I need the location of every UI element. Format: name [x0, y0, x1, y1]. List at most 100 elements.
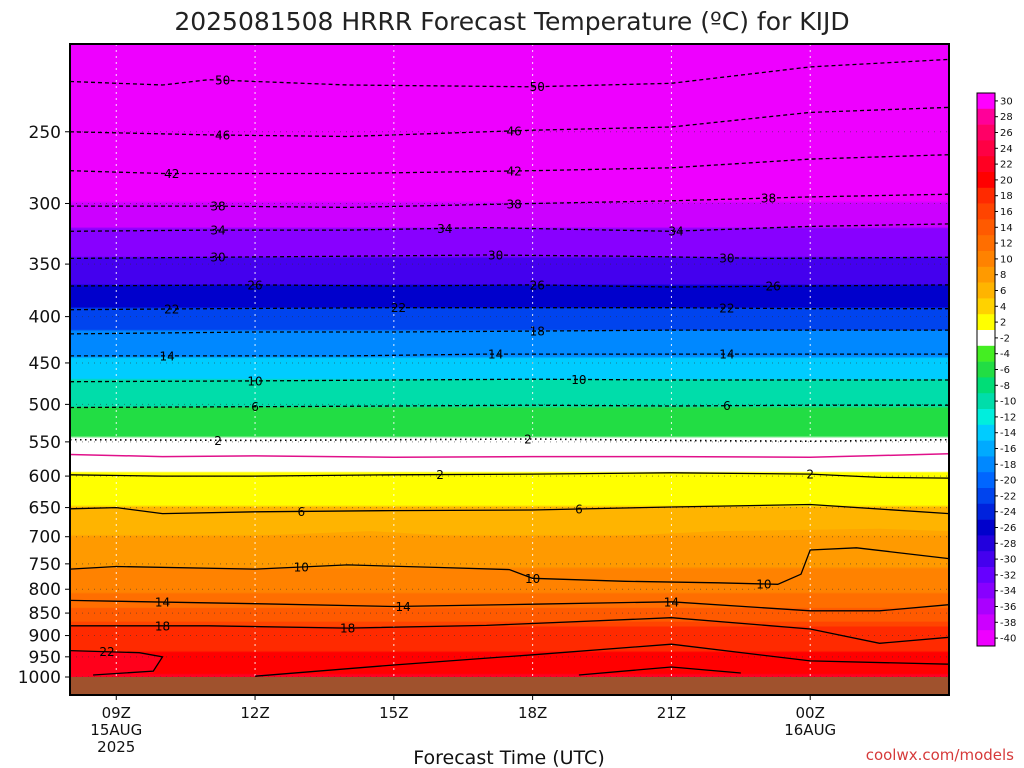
contour-line [70, 223, 949, 232]
colorbar-swatch [977, 614, 995, 631]
y-tick-label: 650 [29, 499, 61, 519]
colorbar-label: -32 [1000, 570, 1016, 581]
y-tick-label: 800 [29, 580, 61, 600]
colorbar-label: -8 [1000, 381, 1010, 392]
contour-line [70, 58, 949, 88]
contour-label: 30 [488, 249, 503, 263]
y-tick-label: 300 [29, 194, 61, 214]
warm-pocket-area [255, 528, 949, 565]
contour-line [70, 193, 949, 209]
plot-frame [69, 43, 950, 696]
colorbar-label: 30 [1000, 96, 1013, 107]
x-axis-label: Forecast Time (UTC) [413, 747, 604, 768]
colorbar-label: 16 [1000, 207, 1013, 218]
colorbar-swatch [977, 598, 995, 615]
contour-label: 46 [215, 129, 230, 143]
contour-label: 14 [664, 595, 679, 609]
colorbar-swatch [977, 298, 995, 315]
chart-title: 2025081508 HRRR Forecast Temperature (ºC… [174, 7, 849, 36]
colorbar-label: -22 [1000, 491, 1016, 502]
y-tick-label: 400 [29, 308, 61, 328]
contour-label: 18 [530, 325, 545, 339]
x-tick-label: 09Z [102, 704, 131, 722]
contour-label: 38 [506, 197, 521, 211]
colorbar-swatch [977, 140, 995, 157]
contour-line [70, 378, 949, 383]
y-tick-label: 250 [29, 123, 61, 143]
colorbar-label: -28 [1000, 539, 1016, 550]
contour-line [70, 617, 949, 644]
colorbar-swatch [977, 630, 995, 647]
contour-label: 10 [571, 373, 586, 387]
y-tick-label: 350 [29, 255, 61, 275]
colorbar-swatch [977, 314, 995, 331]
x-tick-label: 16AUG [784, 721, 836, 739]
contour-label: 22 [391, 301, 406, 315]
colorbar-label: -40 [1000, 634, 1016, 645]
colorbar-label: -30 [1000, 555, 1016, 566]
contour-line [70, 353, 949, 357]
contour-label: 2 [524, 433, 532, 447]
contour-line [70, 649, 164, 676]
contour-line [70, 599, 949, 612]
colorbar-label: -18 [1000, 460, 1016, 471]
x-tick-label: 15Z [379, 704, 408, 722]
contour-label: 42 [164, 167, 179, 181]
y-axis: 250 300 350 400 450 500 550 600 650 700 750 800 850 9… [18, 123, 70, 688]
colorbar-label: -26 [1000, 523, 1016, 534]
colorbar-label: 2 [1000, 318, 1006, 329]
colorbar-swatch [977, 567, 995, 584]
y-tick-label: 700 [29, 528, 61, 548]
colorbar-swatch [977, 235, 995, 252]
colorbar-label: -10 [1000, 397, 1016, 408]
temperature-field [70, 44, 949, 695]
contour-label: 14 [155, 596, 170, 610]
contour-label: 46 [506, 124, 521, 138]
colorbar-swatch [977, 377, 995, 394]
contour-label: 38 [761, 192, 776, 206]
colorbar: 30 28 26 24 22 20 18 16 14 12 10 8 6 4 2 -2 -4 -6 -8 -10 -12… [976, 92, 1016, 647]
contour-label: 6 [575, 502, 583, 516]
colorbar-label: 10 [1000, 254, 1013, 265]
x-tick-label: 21Z [657, 704, 686, 722]
contour-label: 30 [719, 251, 734, 265]
x-tick-label: 00Z [796, 704, 825, 722]
colorbar-swatch [977, 282, 995, 299]
contour-label: 14 [160, 349, 175, 363]
contour-label: 18 [340, 622, 355, 636]
contour-label: 34 [210, 224, 225, 238]
x-tick-label: 12Z [240, 704, 269, 722]
y-tick-label: 1000 [18, 668, 61, 688]
colorbar-label: -14 [1000, 428, 1016, 439]
contour-label: 30 [210, 251, 225, 265]
contour-label: 14 [488, 348, 503, 362]
contour-label: 14 [395, 600, 410, 614]
colorbar-label: 6 [1000, 286, 1006, 297]
colorbar-swatch [977, 551, 995, 568]
contour-label: 10 [294, 560, 309, 574]
colorbar-swatch [977, 345, 995, 362]
colorbar-swatch [977, 488, 995, 505]
colorbar-label: 28 [1000, 112, 1013, 123]
contour-label: 18 [155, 619, 170, 633]
colorbar-swatch [977, 203, 995, 220]
contour-label: 50 [530, 80, 545, 94]
contour-label: 6 [723, 399, 731, 413]
contour-label: 26 [766, 280, 781, 294]
colorbar-swatch [977, 440, 995, 457]
y-tick-label: 850 [29, 604, 61, 624]
contour-label: 10 [756, 577, 771, 591]
colorbar-label: 12 [1000, 239, 1013, 250]
contour-line [70, 254, 949, 260]
colorbar-swatch [977, 472, 995, 489]
contour-line [70, 106, 949, 138]
contour-label: 14 [719, 348, 734, 362]
contour-line [70, 472, 949, 479]
colorbar-label: -34 [1000, 586, 1016, 597]
colorbar-swatch [977, 456, 995, 473]
colorbar-label: 26 [1000, 128, 1013, 139]
contour-label: 2 [436, 468, 444, 482]
colorbar-label: 24 [1000, 144, 1013, 155]
colorbar-swatch [977, 266, 995, 283]
